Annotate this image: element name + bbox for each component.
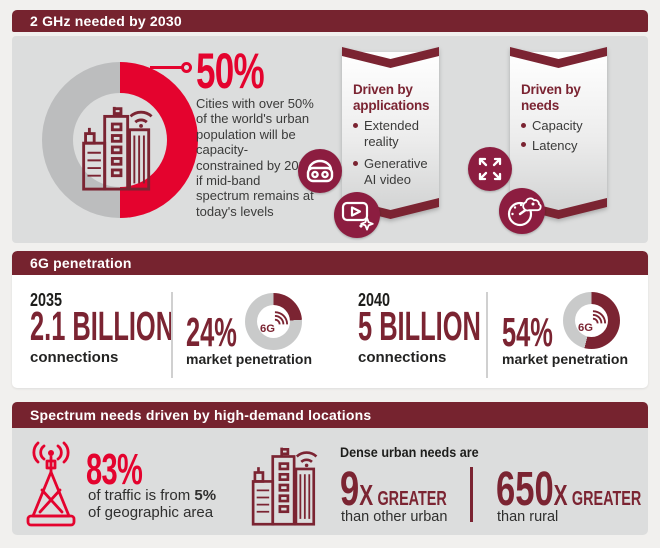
penetration-donut-2040: 6G bbox=[563, 292, 620, 349]
card1-title: Driven by applications bbox=[353, 82, 430, 113]
6g-signal-icon: 6G bbox=[259, 311, 288, 335]
stat-9x-caption: than other urban bbox=[341, 509, 448, 525]
section2-title: 6G penetration bbox=[30, 255, 132, 271]
capacity-badge bbox=[468, 147, 512, 191]
generative-ai-video-icon bbox=[341, 201, 374, 231]
svg-text:6G: 6G bbox=[259, 323, 274, 335]
vertical-divider bbox=[486, 292, 488, 378]
vr-headset-badge bbox=[298, 149, 342, 193]
stat-penetration-2040: 54% bbox=[502, 309, 553, 355]
traffic-line1: of traffic is from 5% bbox=[88, 487, 217, 504]
bullet-dot-icon bbox=[353, 160, 358, 166]
stat-connections-2035: 2.1 BILLION bbox=[30, 303, 175, 349]
card2-bullets: Capacity Latency bbox=[521, 118, 603, 160]
6g-signal-icon: 6G bbox=[577, 310, 606, 334]
callout-ring-icon bbox=[181, 62, 192, 73]
section3-header-bar: Spectrum needs driven by high-demand loc… bbox=[12, 402, 648, 428]
stat-connections-2040: 5 BILLION bbox=[358, 303, 481, 349]
bullet-dot-icon bbox=[521, 122, 526, 128]
section3-title: Spectrum needs driven by high-demand loc… bbox=[30, 407, 372, 423]
market-penetration-label: market penetration bbox=[186, 351, 313, 367]
vertical-divider bbox=[171, 292, 173, 378]
bullet-dot-icon bbox=[353, 122, 358, 128]
section3-panel: Spectrum needs driven by high-demand loc… bbox=[12, 402, 648, 535]
callout-line bbox=[150, 66, 182, 69]
section1-title: 2 GHz needed by 2030 bbox=[30, 13, 182, 29]
section1-header-bar: 2 GHz needed by 2030 bbox=[12, 10, 648, 32]
vr-headset-icon bbox=[306, 159, 334, 183]
list-item: Capacity bbox=[521, 118, 603, 134]
traffic-line2: of geographic area bbox=[88, 504, 214, 521]
card1-bullets: Extended reality Generative AI video bbox=[353, 118, 435, 194]
stat-year-2040: 2040 bbox=[358, 290, 391, 310]
svg-text:6G: 6G bbox=[577, 322, 592, 334]
dense-urban-intro: Dense urban needs are bbox=[340, 444, 479, 460]
donut-hole: 6G bbox=[575, 304, 608, 337]
stat-50-description: Cities with over 50% of the world's urba… bbox=[196, 96, 314, 219]
list-item: Latency bbox=[521, 138, 603, 154]
stat-9x-greater: 9 X GREATER bbox=[340, 463, 447, 516]
generative-ai-video-badge bbox=[334, 192, 380, 238]
stat-650x-greater: 650 X GREATER bbox=[496, 463, 642, 516]
penetration-donut-2035: 6G bbox=[245, 293, 302, 350]
stat-year-2035: 2035 bbox=[30, 290, 63, 310]
donut-hole: 6G bbox=[257, 305, 290, 338]
buildings-wifi-icon bbox=[82, 106, 153, 191]
maroon-divider bbox=[470, 467, 473, 522]
bullet-dot-icon bbox=[521, 142, 526, 147]
stat-penetration-2035: 24% bbox=[186, 309, 237, 355]
stat-650x-caption: than rural bbox=[497, 509, 559, 525]
latency-badge bbox=[499, 188, 545, 234]
connections-label: connections bbox=[30, 349, 119, 366]
latency-gauge-cloud-icon bbox=[507, 197, 542, 227]
card2-title: Driven by needs bbox=[521, 82, 581, 113]
capacity-donut-chart bbox=[42, 62, 198, 218]
list-item: Extended reality bbox=[353, 118, 435, 149]
market-penetration-label: market penetration bbox=[502, 351, 629, 367]
dense-buildings-icon bbox=[251, 447, 318, 526]
stat-50-percent: 50% bbox=[196, 43, 265, 99]
connections-label: connections bbox=[358, 349, 447, 366]
stat-83-percent: 83% bbox=[86, 445, 143, 494]
donut-hole bbox=[73, 93, 167, 191]
section2-panel: 6G penetration bbox=[12, 251, 648, 388]
section2-header-bar: 6G penetration bbox=[12, 251, 648, 275]
list-item: Generative AI video bbox=[353, 156, 435, 187]
cell-tower-icon bbox=[26, 441, 76, 527]
expand-arrows-icon bbox=[478, 157, 502, 181]
